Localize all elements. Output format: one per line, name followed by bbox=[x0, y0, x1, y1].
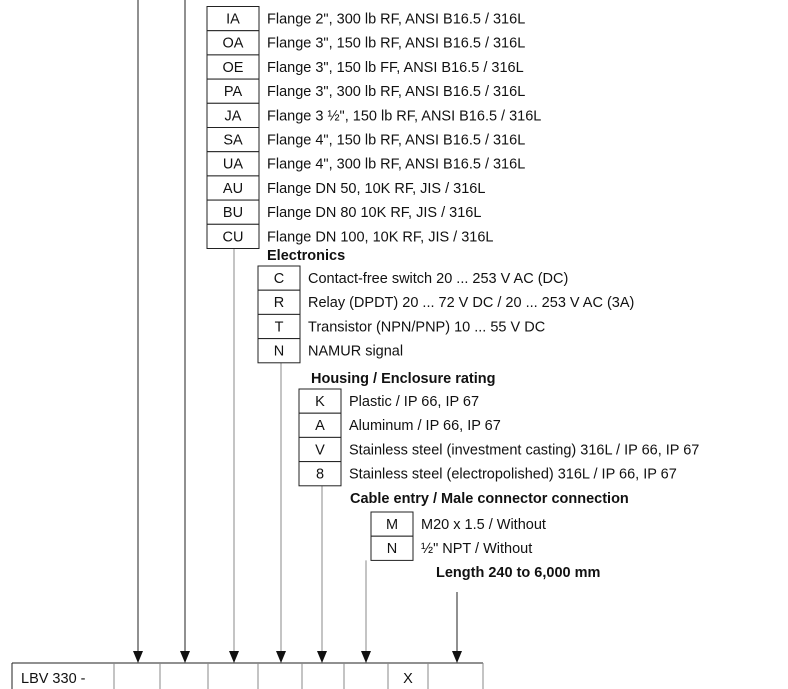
option-code: PA bbox=[224, 84, 243, 100]
option-code: OE bbox=[223, 60, 244, 76]
option-code: OA bbox=[223, 36, 244, 52]
option-description: Flange 3", 150 lb FF, ANSI B16.5 / 316L bbox=[267, 60, 524, 76]
option-code-box bbox=[206, 6, 260, 32]
option-code: BU bbox=[223, 205, 243, 221]
option-code: V bbox=[315, 442, 325, 458]
option-description: Flange DN 80 10K RF, JIS / 316L bbox=[267, 205, 481, 221]
option-code: 8 bbox=[316, 467, 324, 483]
type-code-prefix: LBV 330 - bbox=[21, 671, 86, 687]
option-code: N bbox=[274, 344, 284, 360]
option-code-box bbox=[206, 78, 260, 104]
option-code: A bbox=[315, 418, 325, 434]
option-description: Flange DN 100, 10K RF, JIS / 316L bbox=[267, 229, 494, 245]
option-code: IA bbox=[226, 12, 240, 28]
group-heading-4: Cable entry / Male connector connection bbox=[350, 491, 629, 507]
option-code-box bbox=[298, 436, 342, 463]
option-description: NAMUR signal bbox=[308, 344, 403, 360]
option-description: Flange 3 ½", 150 lb RF, ANSI B16.5 / 316… bbox=[267, 108, 541, 124]
option-code-box bbox=[298, 388, 342, 414]
option-code-box bbox=[257, 289, 301, 315]
arrowhead-1 bbox=[133, 651, 143, 663]
option-code-box bbox=[298, 461, 342, 487]
option-description: M20 x 1.5 / Without bbox=[421, 517, 546, 533]
option-code-box bbox=[257, 338, 301, 364]
option-description: Stainless steel (investment casting) 316… bbox=[349, 442, 699, 458]
option-description: Flange 2", 300 lb RF, ANSI B16.5 / 316L bbox=[267, 12, 525, 28]
option-description: Flange 3", 300 lb RF, ANSI B16.5 / 316L bbox=[267, 84, 525, 100]
option-code: JA bbox=[225, 108, 242, 124]
option-code-box bbox=[206, 102, 260, 129]
option-code: C bbox=[274, 271, 284, 287]
option-code-box bbox=[370, 535, 414, 561]
option-description: Flange 4", 150 lb RF, ANSI B16.5 / 316L bbox=[267, 133, 525, 149]
option-code: T bbox=[275, 319, 284, 335]
option-description: ½" NPT / Without bbox=[421, 541, 532, 557]
option-description: Flange DN 50, 10K RF, JIS / 316L bbox=[267, 181, 485, 197]
length-label: Length 240 to 6,000 mm bbox=[436, 565, 600, 581]
type-code-cell: X bbox=[403, 671, 413, 687]
option-description: Flange 4", 300 lb RF, ANSI B16.5 / 316L bbox=[267, 157, 525, 173]
arrowhead-2 bbox=[180, 651, 190, 663]
option-description: Flange 3", 150 lb RF, ANSI B16.5 / 316L bbox=[267, 36, 525, 52]
option-code-box bbox=[206, 54, 260, 80]
group-heading-2: Electronics bbox=[267, 248, 345, 264]
option-code: R bbox=[274, 295, 284, 311]
option-code: CU bbox=[223, 229, 244, 245]
option-code-box bbox=[206, 223, 260, 250]
arrowhead-5 bbox=[317, 651, 327, 663]
option-code-box bbox=[206, 199, 260, 225]
option-description: Stainless steel (electropolished) 316L /… bbox=[349, 467, 677, 483]
group-heading-3: Housing / Enclosure rating bbox=[311, 371, 496, 387]
option-code: UA bbox=[223, 157, 243, 173]
arrowhead-3 bbox=[229, 651, 239, 663]
option-code: N bbox=[387, 541, 397, 557]
option-code-box bbox=[206, 151, 260, 177]
option-code-box bbox=[370, 511, 414, 537]
option-code: K bbox=[315, 394, 325, 410]
option-description: Contact-free switch 20 ... 253 V AC (DC) bbox=[308, 271, 568, 287]
option-code-box bbox=[206, 127, 260, 153]
option-description: Plastic / IP 66, IP 67 bbox=[349, 394, 479, 410]
option-description: Relay (DPDT) 20 ... 72 V DC / 20 ... 253… bbox=[308, 295, 634, 311]
option-code-box bbox=[206, 30, 260, 56]
option-code: SA bbox=[223, 133, 243, 149]
arrowhead-7 bbox=[452, 651, 462, 663]
option-code-box bbox=[298, 412, 342, 438]
arrowhead-4 bbox=[276, 651, 286, 663]
option-description: Aluminum / IP 66, IP 67 bbox=[349, 418, 501, 434]
option-code: M bbox=[386, 517, 398, 533]
option-code-box bbox=[206, 175, 260, 201]
arrowhead-6 bbox=[361, 651, 371, 663]
option-description: Transistor (NPN/PNP) 10 ... 55 V DC bbox=[308, 319, 545, 335]
option-code: AU bbox=[223, 181, 243, 197]
option-code-box bbox=[257, 265, 301, 291]
option-code-box bbox=[257, 313, 301, 340]
